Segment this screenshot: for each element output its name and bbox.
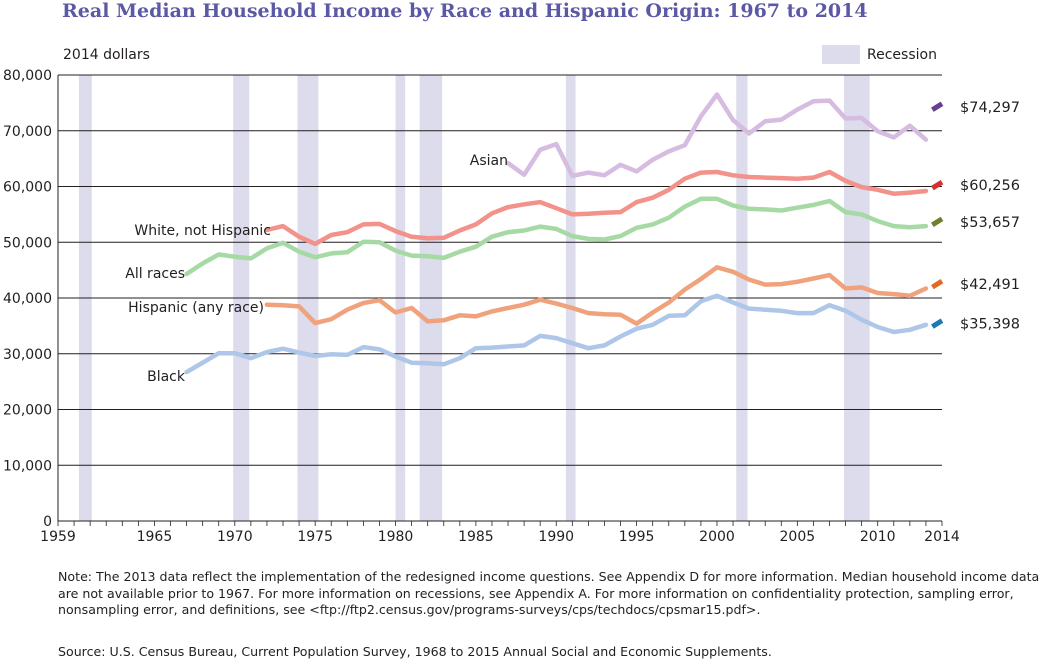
x-tick-label: 2010	[860, 529, 896, 545]
series-end-value-label: $53,657	[960, 215, 1020, 231]
series-label: Black	[147, 369, 186, 385]
y-tick-label: 80,000	[3, 68, 52, 84]
x-tick-label: 1995	[619, 529, 655, 545]
y-tick-label: 20,000	[3, 403, 52, 419]
x-tick-label: 1965	[137, 529, 173, 545]
series-line	[184, 196, 929, 277]
y-tick-label: 50,000	[3, 235, 52, 251]
y-tick-label: 70,000	[3, 124, 52, 140]
x-tick-label: 2014	[924, 529, 960, 545]
series-end-marker	[931, 278, 944, 290]
x-tick-label: 1990	[538, 529, 574, 545]
x-tick-label: 1985	[458, 529, 494, 545]
series-end-marker	[931, 179, 944, 191]
gridlines	[58, 74, 942, 466]
end-markers	[931, 101, 944, 329]
legend-recession-swatch	[822, 45, 860, 64]
series-end-marker	[931, 318, 944, 329]
legend: Recession	[822, 45, 937, 64]
x-tick-label: 1970	[217, 529, 253, 545]
income-line-chart: 0 10,000 20,000 30,000 40,000 50,000 60,000 70,…	[3, 45, 1020, 545]
series-end-marker	[931, 216, 944, 227]
x-tick-label: 2000	[699, 529, 735, 545]
series-line	[264, 265, 929, 326]
series-label: Asian	[470, 153, 508, 169]
series-label: All races	[125, 266, 185, 282]
series-end-marker	[931, 101, 944, 112]
series-label: White, not Hispanic	[134, 223, 271, 239]
series-line	[505, 92, 929, 179]
y-tick-label: 60,000	[3, 180, 52, 196]
x-tick-label: 1975	[297, 529, 333, 545]
series-end-value-label: $74,297	[960, 100, 1020, 116]
source-note: Source: U.S. Census Bureau, Current Popu…	[58, 644, 772, 659]
axes	[57, 75, 943, 526]
series-line	[184, 293, 929, 375]
y-axis-unit-label: 2014 dollars	[63, 47, 150, 63]
series-labels: Asian $74,297 White, not Hispanic $60,256 Al…	[125, 100, 1020, 385]
y-tick-label: 30,000	[3, 347, 52, 363]
x-tick-label: 2005	[780, 529, 816, 545]
y-tick-label: 10,000	[3, 458, 52, 474]
series-line	[264, 169, 929, 247]
tick-labels: 0 10,000 20,000 30,000 40,000 50,000 60,000 70,…	[3, 68, 960, 545]
footnote-text: Note: The 2013 data reflect the implemen…	[58, 569, 1040, 617]
series-end-value-label: $35,398	[960, 317, 1020, 333]
y-tick-label: 0	[43, 514, 52, 530]
series-label: Hispanic (any race)	[128, 300, 264, 316]
chart-title: Real Median Household Income by Race and…	[62, 0, 868, 22]
x-tick-label: 1980	[378, 529, 414, 545]
y-tick-label: 40,000	[3, 291, 52, 307]
footnote: Note: The 2013 data reflect the implemen…	[58, 569, 1043, 619]
legend-recession-label: Recession	[867, 47, 937, 63]
series-end-value-label: $60,256	[960, 178, 1020, 194]
series-end-value-label: $42,491	[960, 277, 1020, 293]
series-lines	[184, 92, 929, 375]
x-tick-label: 1959	[40, 529, 76, 545]
